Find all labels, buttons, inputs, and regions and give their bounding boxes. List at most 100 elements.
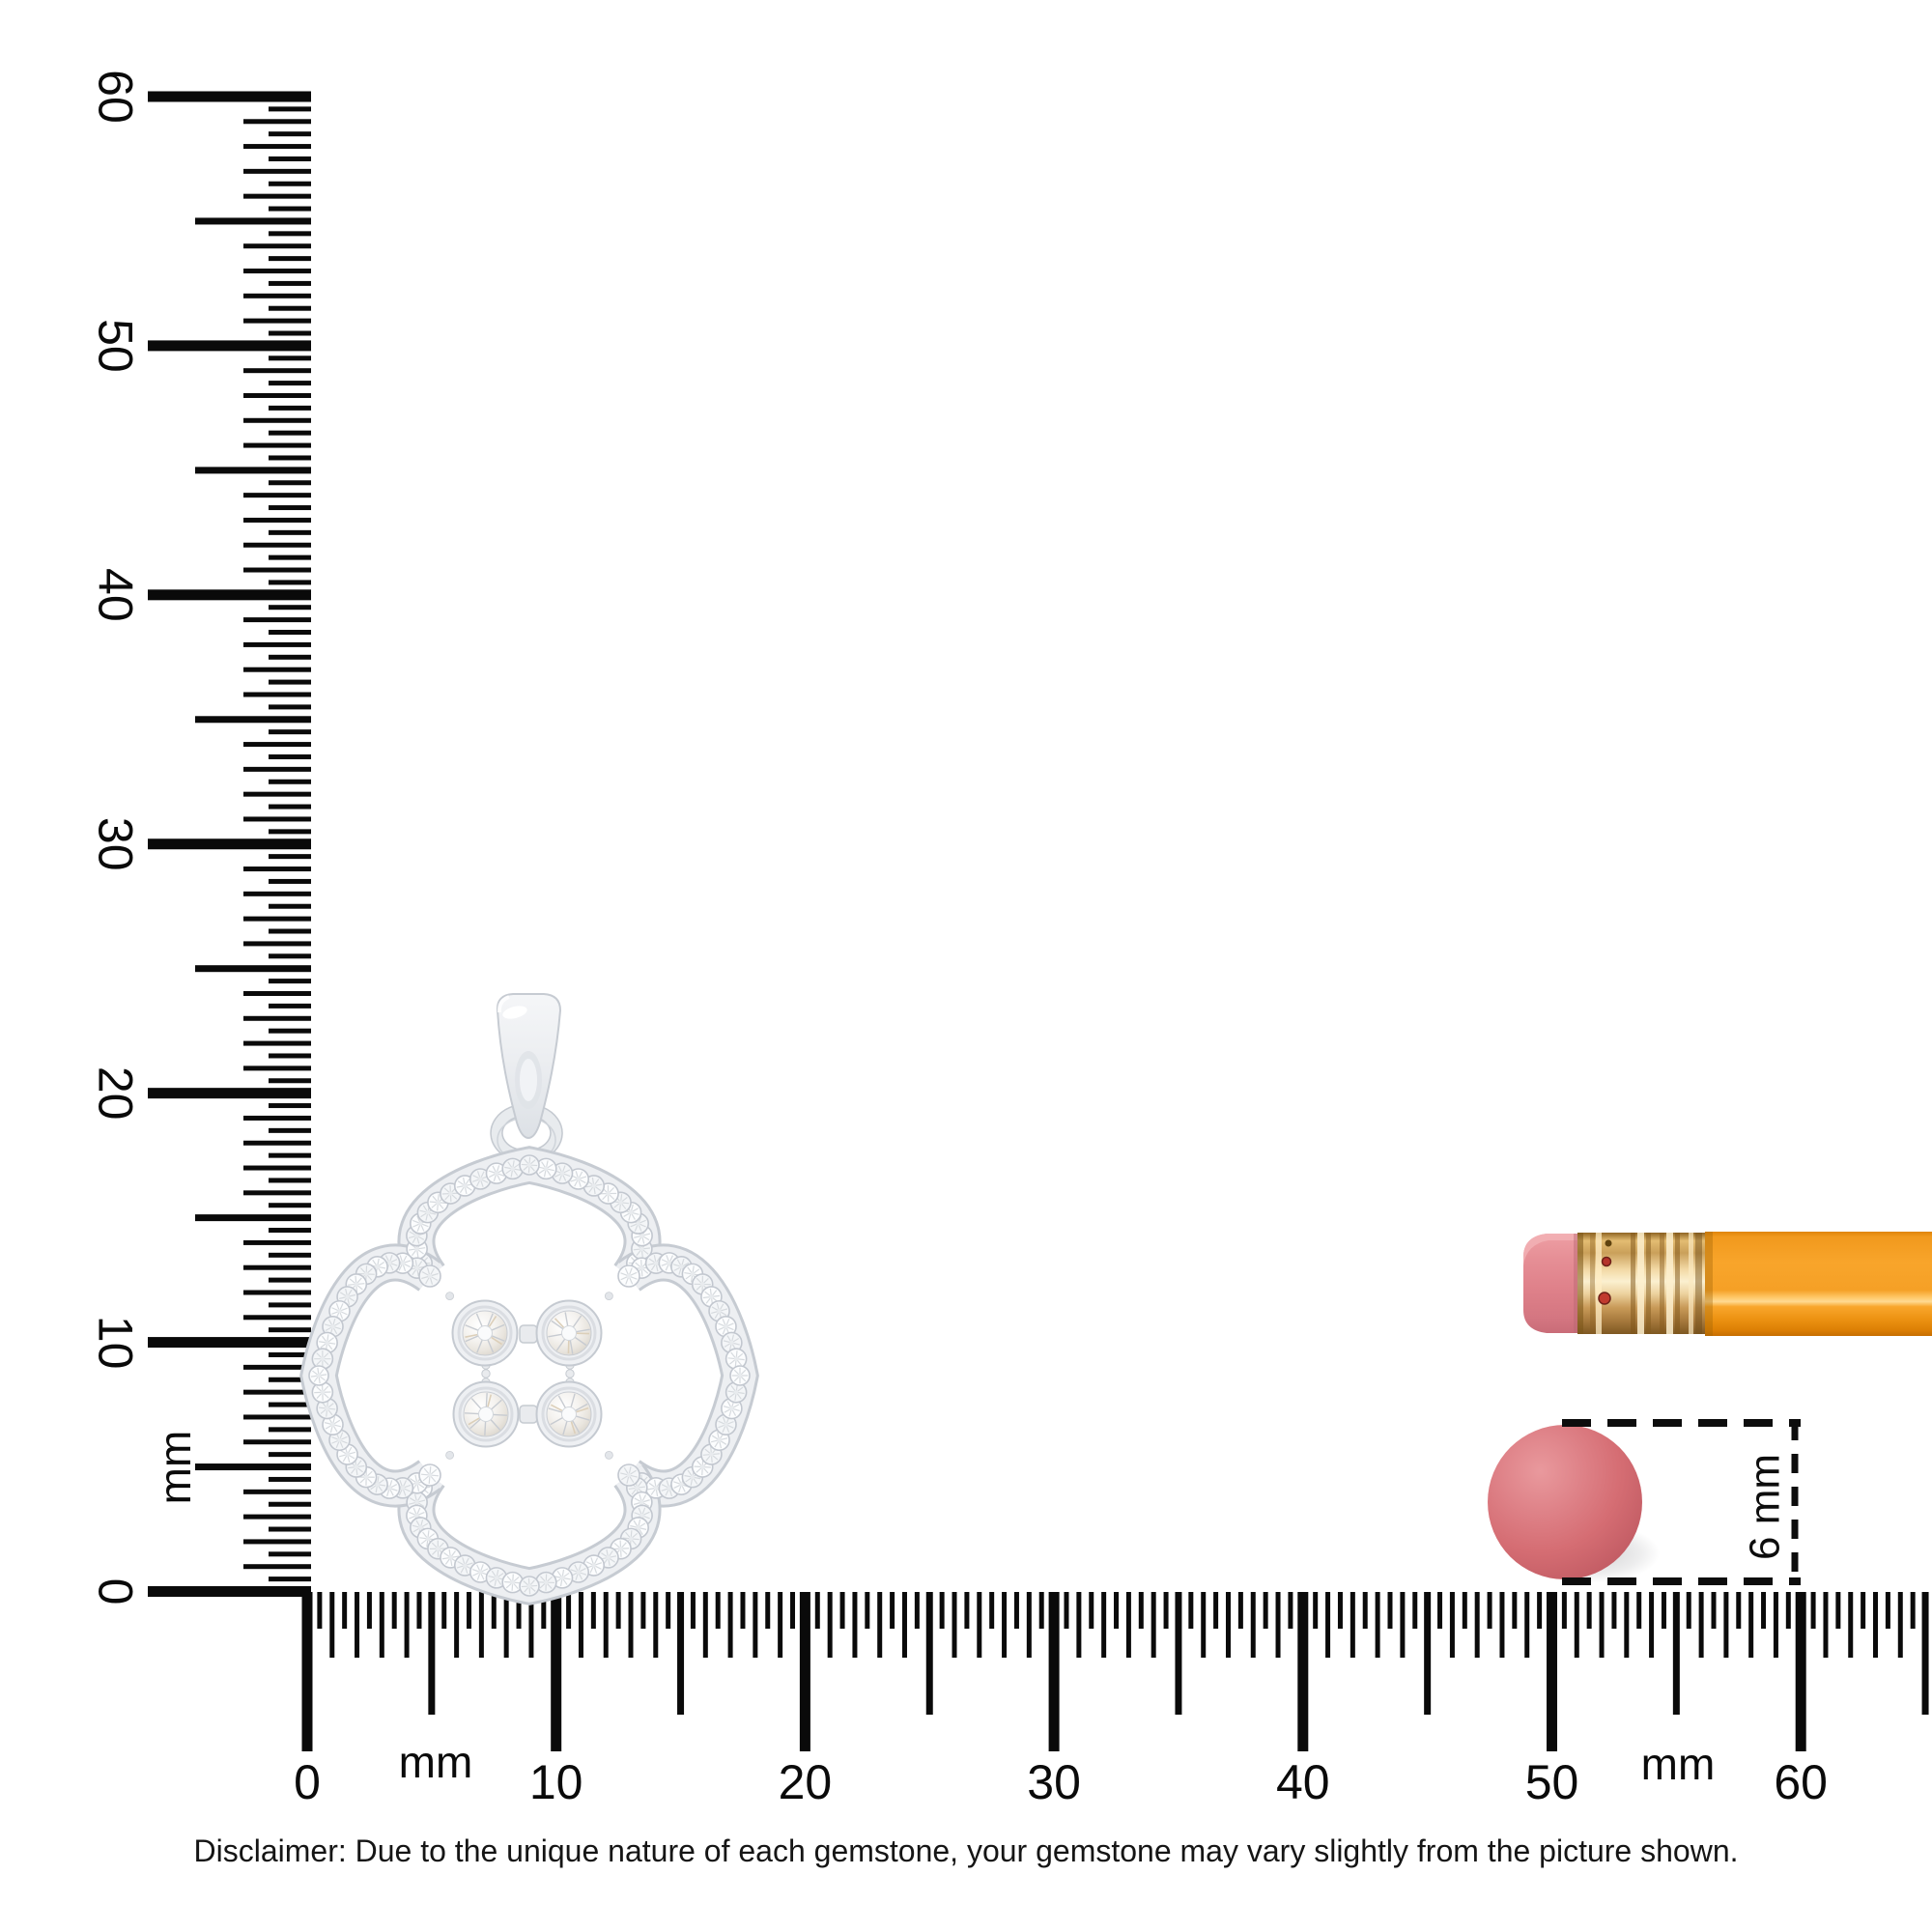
v-label-10: 10: [89, 1316, 143, 1370]
h-ruler-tick: [1921, 1592, 1929, 1715]
h-ruler-tick: [1400, 1592, 1406, 1658]
pendant: [299, 993, 759, 1605]
v-ruler-tick: [269, 405, 311, 411]
v-ruler-tick: [243, 517, 311, 523]
h-ruler-tick: [1313, 1592, 1319, 1629]
pave-stone-icon: [485, 1162, 508, 1184]
v-ruler-tick: [148, 1337, 311, 1349]
h-ruler-tick: [1910, 1592, 1916, 1629]
v-ruler-tick: [269, 1577, 311, 1582]
h-ruler-tick: [1524, 1592, 1530, 1658]
h-ruler-tick: [1499, 1592, 1505, 1658]
h-ruler-tick: [590, 1592, 596, 1629]
h-ruler-tick: [1089, 1592, 1094, 1629]
v-ruler-tick: [269, 505, 311, 511]
v-ruler-tick: [243, 1290, 311, 1295]
h-ruler-tick: [1785, 1592, 1791, 1629]
h-ruler-tick: [1736, 1592, 1742, 1629]
v-ruler-tick: [243, 269, 311, 274]
v-ruler-tick: [269, 455, 311, 461]
ferrule-red-dot: [1601, 1256, 1612, 1267]
v-ruler-tick: [243, 417, 311, 423]
h-ruler-tick: [478, 1592, 484, 1658]
h-ruler-tick: [1125, 1592, 1131, 1658]
pave-stone-icon: [617, 1463, 640, 1487]
v-ruler-tick: [243, 442, 311, 448]
h-ruler-tick: [1188, 1592, 1194, 1629]
pendant-petal: [299, 1243, 441, 1508]
h-ruler-tick: [329, 1592, 335, 1658]
v-ruler-tick: [269, 753, 311, 759]
bezel-stone-icon: [452, 1380, 520, 1448]
h-ruler-tick: [1437, 1592, 1443, 1629]
ferrule-pit-dot: [1605, 1239, 1612, 1247]
h-ruler-tick: [528, 1592, 534, 1658]
v-ruler-tick: [269, 1327, 311, 1333]
h-ruler-tick: [1163, 1592, 1169, 1629]
h-ruler-tick: [1586, 1592, 1592, 1629]
v-ruler-tick: [269, 305, 311, 311]
v-ruler-tick: [269, 953, 311, 959]
h-ruler-tick: [1823, 1592, 1829, 1658]
h-ruler-tick: [1698, 1592, 1704, 1658]
h-ruler-tick: [1537, 1592, 1543, 1629]
h-ruler-tick: [914, 1592, 920, 1629]
h-ruler-tick: [715, 1592, 721, 1629]
h-ruler-tick: [1512, 1592, 1518, 1629]
v-ruler-tick: [269, 355, 311, 361]
v-ruler-tick: [269, 1003, 311, 1009]
h-ruler-tick: [1375, 1592, 1380, 1658]
h-ruler-tick: [640, 1592, 646, 1629]
bezel-stone-icon: [535, 1299, 603, 1367]
v-ruler-tick: [243, 168, 311, 174]
h-ruler-tick: [491, 1592, 497, 1629]
v-ruler-tick: [243, 766, 311, 772]
v-ruler-tick: [269, 430, 311, 436]
h-ruler-tick: [1362, 1592, 1368, 1629]
pave-stone-icon: [311, 1380, 334, 1404]
v-ruler-tick: [195, 217, 311, 225]
h-ruler-tick: [1462, 1592, 1467, 1629]
h-ruler-unit-mm-left: mm: [399, 1737, 473, 1787]
v-ruler-tick: [243, 641, 311, 647]
v-ruler-tick: [243, 318, 311, 324]
h-ruler-tick: [391, 1592, 397, 1629]
v-ruler-tick: [243, 1264, 311, 1270]
h-ruler-tick: [1547, 1592, 1557, 1751]
h-ruler-tick: [690, 1592, 696, 1629]
h-ruler-tick: [666, 1592, 671, 1629]
h-label-40: 40: [1276, 1755, 1330, 1809]
h-ruler-tick: [1474, 1592, 1480, 1658]
h-ruler-tick: [1835, 1592, 1841, 1629]
v-ruler-tick: [269, 1028, 311, 1034]
h-ruler-tick: [1026, 1592, 1032, 1658]
h-ruler-tick: [753, 1592, 758, 1658]
h-ruler-tick: [366, 1592, 372, 1629]
h-ruler-tick: [1487, 1592, 1492, 1629]
v-ruler-tick: [243, 1239, 311, 1245]
v-ruler-tick: [269, 1551, 311, 1557]
bezel-stone-icon: [451, 1299, 519, 1367]
v-ruler-tick: [269, 1203, 311, 1208]
h-ruler-tick: [1848, 1592, 1854, 1658]
v-ruler-tick: [243, 1514, 311, 1520]
v-ruler-tick: [243, 567, 311, 573]
h-ruler-tick: [342, 1592, 348, 1629]
h-ruler-tick: [1861, 1592, 1866, 1629]
h-ruler-tick: [653, 1592, 659, 1658]
v-ruler-tick: [243, 867, 311, 872]
h-ruler-tick: [790, 1592, 796, 1629]
pencil-eraser-icon: [1523, 1234, 1581, 1333]
h-ruler-tick: [1076, 1592, 1082, 1658]
h-ruler-tick: [1225, 1592, 1231, 1658]
h-ruler-tick: [1761, 1592, 1767, 1629]
h-ruler-tick: [1686, 1592, 1691, 1629]
h-ruler-tick: [799, 1592, 810, 1751]
v-ruler-tick: [243, 1040, 311, 1046]
h-ruler-tick: [1325, 1592, 1331, 1658]
h-ruler-tick: [1885, 1592, 1890, 1629]
bezel-bead: [481, 1369, 491, 1378]
h-ruler-tick: [1574, 1592, 1579, 1658]
